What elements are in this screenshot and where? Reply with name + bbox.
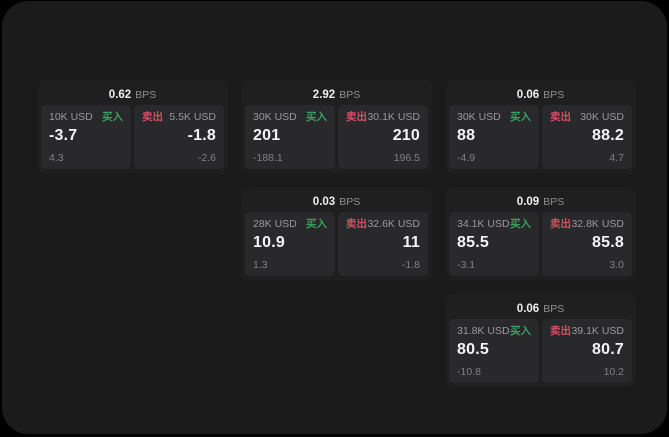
sell-size-label: 30K USD [580, 111, 624, 123]
buy-price: 88 [457, 126, 476, 144]
spread-header: 0.09 BPS [449, 191, 632, 212]
sell-price: -1.8 [187, 126, 216, 144]
spread-header: 0.62 BPS [41, 84, 224, 105]
buy-side-label: 买入 [510, 218, 531, 230]
sell-price: 11 [402, 233, 420, 251]
buy-price: -3.7 [49, 126, 78, 144]
sell-size-label: 5.5K USD [169, 111, 216, 123]
sell-delta: 196.5 [393, 151, 420, 164]
quote-card: 0.09 BPS 34.1K USD 买入 85.5 -3.1 卖出 [445, 187, 636, 280]
spread-value: 0.03 [312, 195, 336, 208]
sell-delta: 3.0 [609, 258, 624, 271]
sell-price: 210 [392, 126, 420, 144]
buy-size-label: 10K USD [49, 111, 93, 123]
spread-header: 0.06 BPS [449, 298, 632, 319]
spread-header: 0.03 BPS [245, 191, 428, 212]
sell-price: 88.2 [592, 126, 624, 144]
sell-price: 80.7 [592, 340, 624, 358]
quote-card: 0.03 BPS 28K USD 买入 10.9 1.3 卖出 [241, 187, 432, 280]
buy-size-label: 30K USD [253, 111, 297, 123]
spread-header: 2.92 BPS [245, 84, 428, 105]
sell-side-label: 卖出 [550, 218, 571, 230]
buy-delta: -3.1 [457, 258, 476, 271]
buy-panel[interactable]: 30K USD 买入 88 -4.9 [449, 105, 539, 169]
spread-value: 2.92 [312, 88, 336, 101]
sell-side-label: 卖出 [550, 325, 571, 337]
quote-card: 0.62 BPS 10K USD 买入 -3.7 4.3 卖出 [37, 80, 228, 173]
sell-panel[interactable]: 卖出 32.8K USD 85.8 3.0 [542, 212, 632, 276]
buy-panel[interactable]: 28K USD 买入 10.9 1.3 [245, 212, 335, 276]
sell-side-label: 卖出 [346, 111, 367, 123]
quote-panels: 10K USD 买入 -3.7 4.3 卖出 5.5K USD -1.8 -2.… [41, 105, 224, 169]
spread-unit-label: BPS [135, 88, 157, 101]
quote-panels: 30K USD 买入 88 -4.9 卖出 30K USD 88.2 4.7 [449, 105, 632, 169]
buy-side-label: 买入 [306, 111, 327, 123]
spread-header: 0.06 BPS [449, 84, 632, 105]
buy-delta: -4.9 [457, 151, 476, 164]
spread-unit-label: BPS [339, 88, 361, 101]
buy-price: 10.9 [253, 233, 285, 251]
buy-delta: -10.8 [457, 365, 481, 378]
sell-side-label: 卖出 [142, 111, 163, 123]
buy-panel[interactable]: 34.1K USD 买入 85.5 -3.1 [449, 212, 539, 276]
buy-panel[interactable]: 10K USD 买入 -3.7 4.3 [41, 105, 131, 169]
buy-panel[interactable]: 30K USD 买入 201 -188.1 [245, 105, 335, 169]
buy-price: 201 [253, 126, 281, 144]
sell-size-label: 39.1K USD [571, 325, 624, 337]
spread-value: 0.09 [516, 195, 540, 208]
spread-unit-label: BPS [543, 195, 565, 208]
spread-unit-label: BPS [339, 195, 361, 208]
buy-size-label: 30K USD [457, 111, 501, 123]
quote-card: 0.06 BPS 31.8K USD 买入 80.5 -10.8 卖 [445, 294, 636, 387]
buy-delta: 4.3 [49, 151, 64, 164]
buy-price: 80.5 [457, 340, 489, 358]
buy-delta: 1.3 [253, 258, 268, 271]
buy-size-label: 28K USD [253, 218, 297, 230]
quote-panels: 34.1K USD 买入 85.5 -3.1 卖出 32.8K USD 85.8… [449, 212, 632, 276]
buy-price: 85.5 [457, 233, 489, 251]
sell-panel[interactable]: 卖出 30K USD 88.2 4.7 [542, 105, 632, 169]
sell-side-label: 卖出 [346, 218, 367, 230]
sell-size-label: 30.1K USD [367, 111, 420, 123]
sell-panel[interactable]: 卖出 32.6K USD 11 -1.8 [338, 212, 428, 276]
sell-price: 85.8 [592, 233, 624, 251]
sell-size-label: 32.6K USD [367, 218, 420, 230]
buy-size-label: 31.8K USD [457, 325, 510, 337]
quote-card: 0.06 BPS 30K USD 买入 88 -4.9 卖出 [445, 80, 636, 173]
sell-delta: 10.2 [603, 365, 624, 378]
quote-card: 2.92 BPS 30K USD 买入 201 -188.1 卖出 [241, 80, 432, 173]
buy-side-label: 买入 [510, 325, 531, 337]
sell-delta: -2.6 [197, 151, 216, 164]
sell-delta: -1.8 [401, 258, 420, 271]
sell-panel[interactable]: 卖出 5.5K USD -1.8 -2.6 [134, 105, 224, 169]
buy-side-label: 买入 [510, 111, 531, 123]
quote-panels: 30K USD 买入 201 -188.1 卖出 30.1K USD 210 1… [245, 105, 428, 169]
spread-value: 0.06 [516, 88, 540, 101]
sell-size-label: 32.8K USD [571, 218, 624, 230]
buy-delta: -188.1 [253, 151, 283, 164]
spread-unit-label: BPS [543, 88, 565, 101]
buy-side-label: 买入 [306, 218, 327, 230]
sell-panel[interactable]: 卖出 30.1K USD 210 196.5 [338, 105, 428, 169]
quote-panels: 28K USD 买入 10.9 1.3 卖出 32.6K USD 11 -1.8 [245, 212, 428, 276]
buy-panel[interactable]: 31.8K USD 买入 80.5 -10.8 [449, 319, 539, 383]
sell-delta: 4.7 [609, 151, 624, 164]
buy-size-label: 34.1K USD [457, 218, 510, 230]
spread-value: 0.62 [108, 88, 132, 101]
sell-panel[interactable]: 卖出 39.1K USD 80.7 10.2 [542, 319, 632, 383]
spread-unit-label: BPS [543, 302, 565, 315]
buy-side-label: 买入 [102, 111, 123, 123]
quote-panels: 31.8K USD 买入 80.5 -10.8 卖出 39.1K USD 80.… [449, 319, 632, 383]
quote-grid: 0.62 BPS 10K USD 买入 -3.7 4.3 卖出 [37, 80, 636, 387]
spread-value: 0.06 [516, 302, 540, 315]
sell-side-label: 卖出 [550, 111, 571, 123]
